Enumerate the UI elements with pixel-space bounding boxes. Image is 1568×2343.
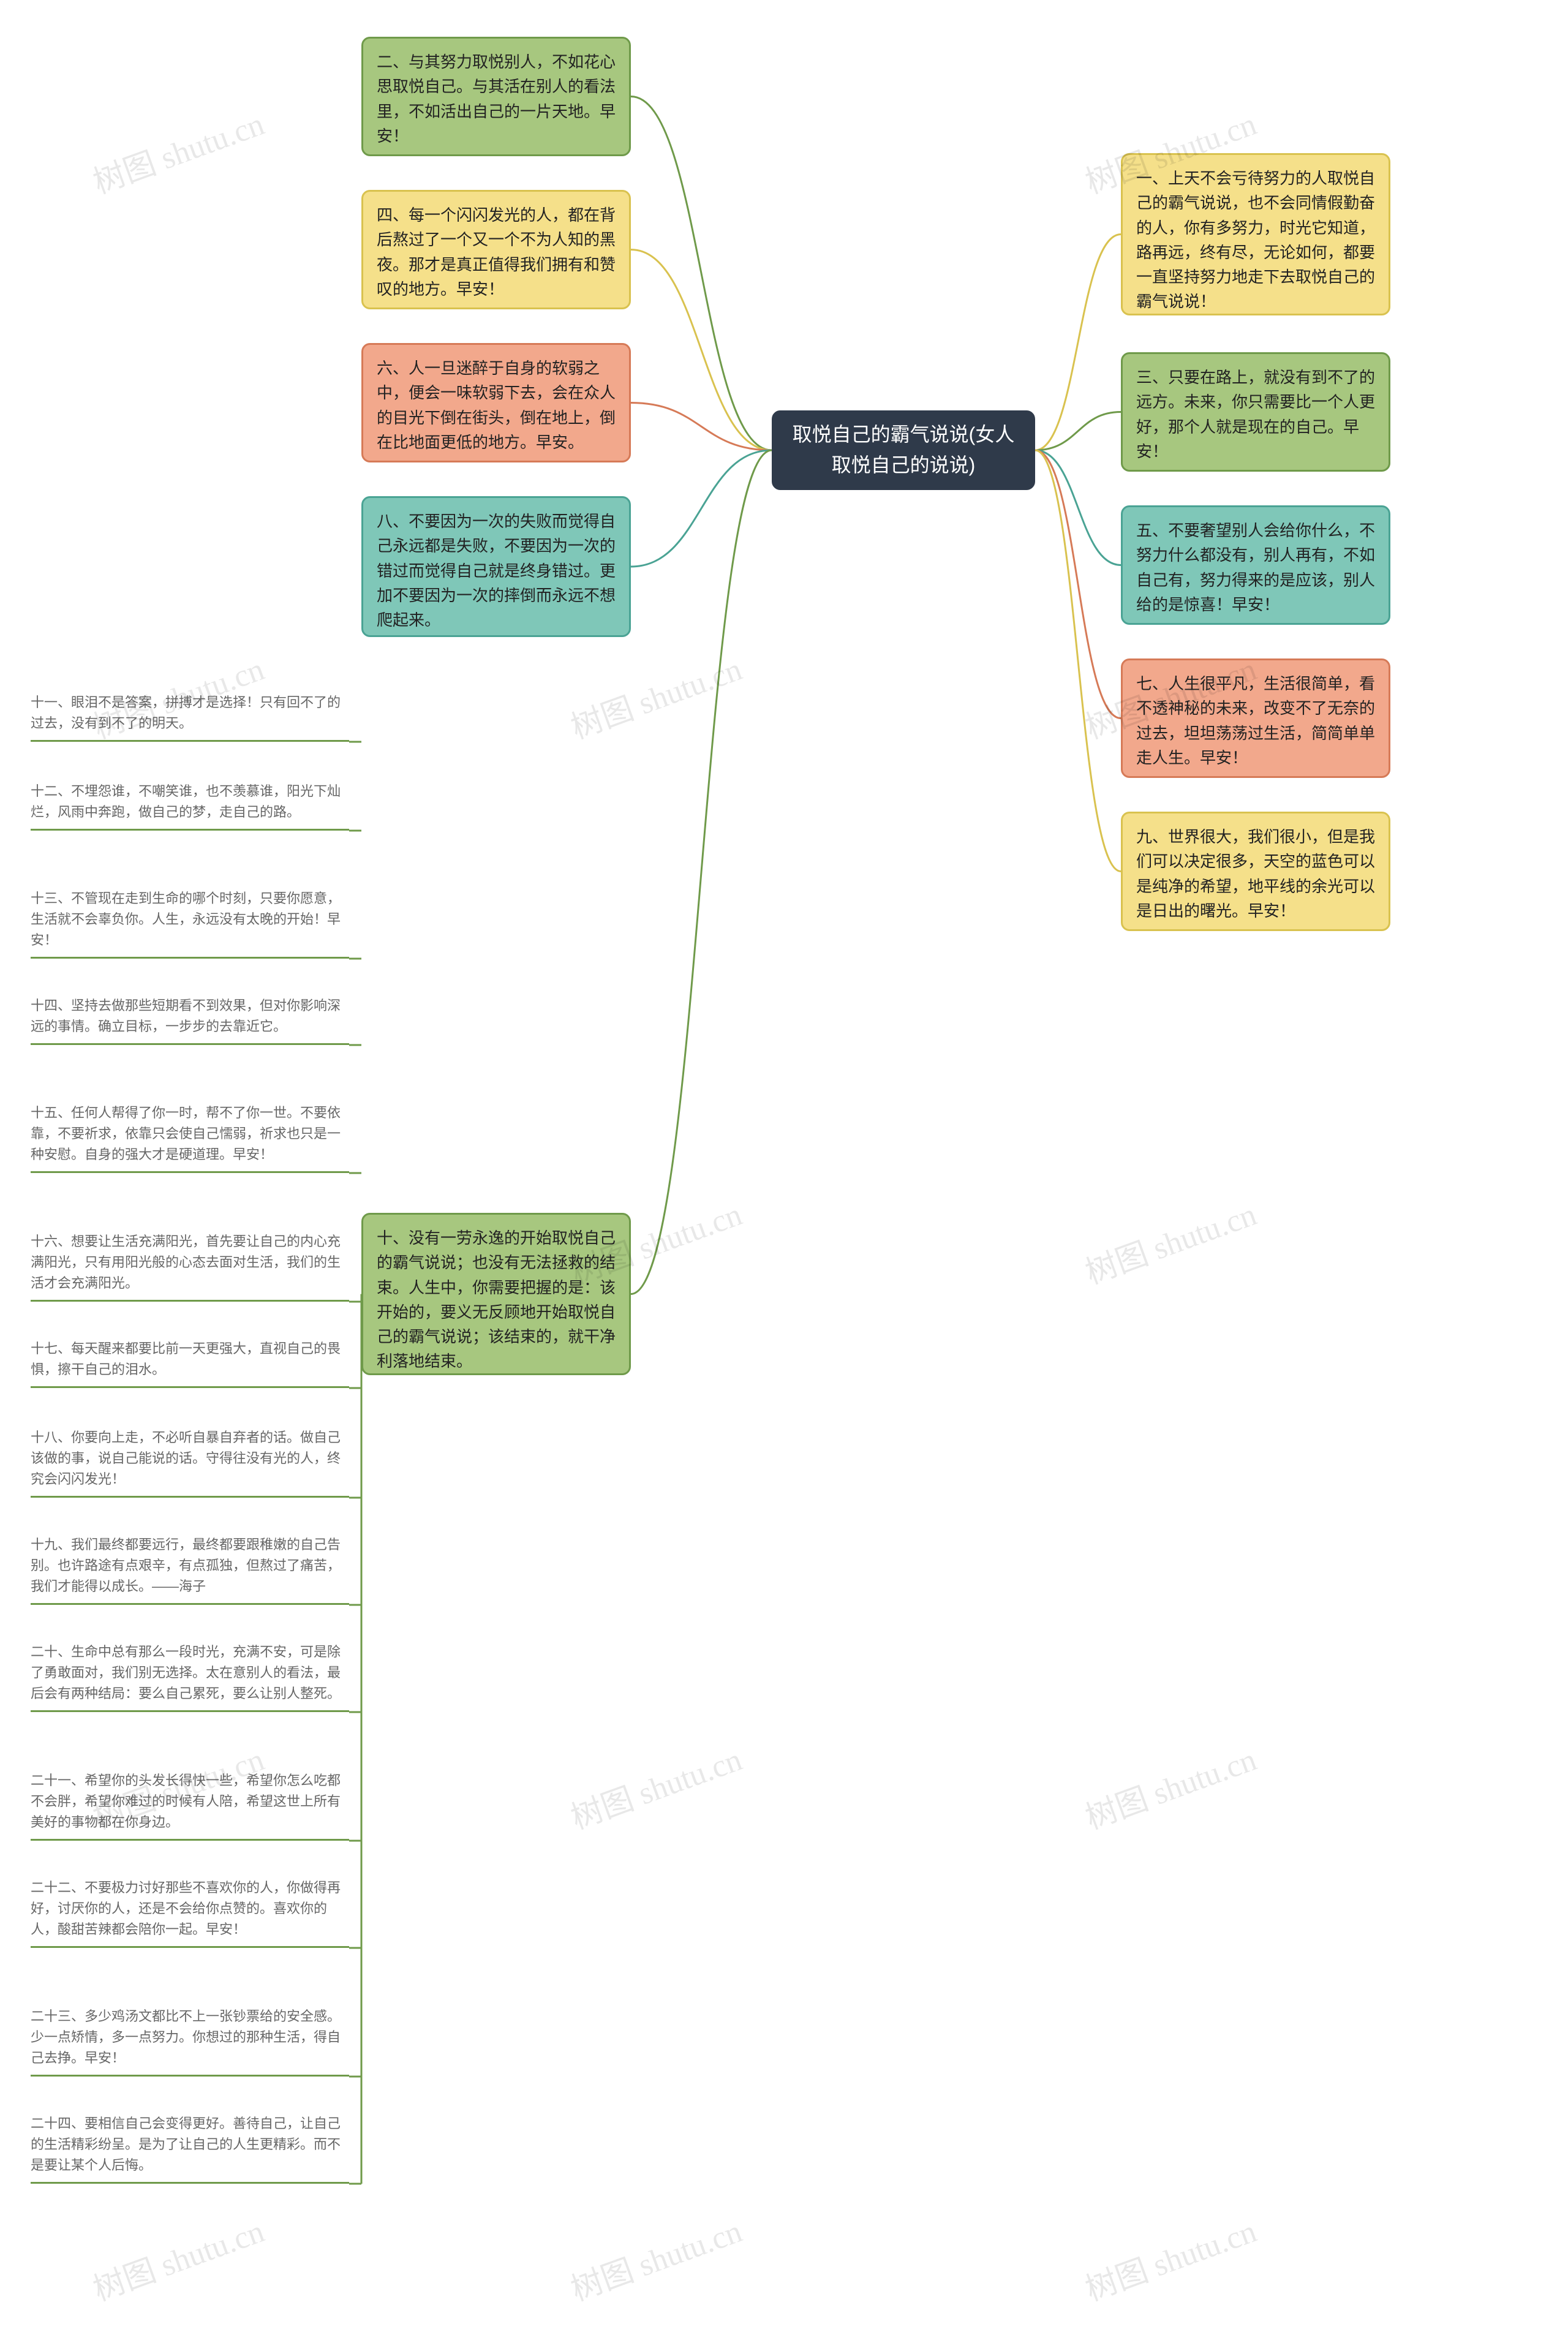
leaf-node: 十二、不埋怨谁，不嘲笑谁，也不羡慕谁，阳光下灿烂，风雨中奔跑，做自己的梦，走自己…: [31, 781, 349, 831]
leaf-node: 二十四、要相信自己会变得更好。善待自己，让自己的生活精彩纷呈。是为了让自己的人生…: [31, 2113, 349, 2184]
watermark: 树图 shutu.cn: [1078, 2205, 1262, 2309]
watermark: 树图 shutu.cn: [86, 2205, 270, 2309]
branch-node: 八、不要因为一次的失败而觉得自己永远都是失败，不要因为一次的错过而觉得自己就是终…: [361, 496, 631, 637]
branch-node: 二、与其努力取悦别人，不如花心思取悦自己。与其活在别人的看法里，不如活出自己的一…: [361, 37, 631, 156]
center-node: 取悦自己的霸气说说(女人取悦自己的说说): [772, 410, 1035, 490]
branch-node: 九、世界很大，我们很小，但是我们可以决定很多，天空的蓝色可以是纯净的希望，地平线…: [1121, 812, 1390, 931]
branch-node: 四、每一个闪闪发光的人，都在背后熬过了一个又一个不为人知的黑夜。那才是真正值得我…: [361, 190, 631, 309]
branch-node: 六、人一旦迷醉于自身的软弱之中，便会一味软弱下去，会在众人的目光下倒在街头，倒在…: [361, 343, 631, 462]
leaf-node: 二十三、多少鸡汤文都比不上一张钞票给的安全感。少一点矫情，多一点努力。你想过的那…: [31, 2006, 349, 2077]
leaf-node: 十八、你要向上走，不必听自暴自弃者的话。做自己该做的事，说自己能说的话。守得往没…: [31, 1427, 349, 1498]
watermark: 树图 shutu.cn: [564, 1734, 747, 1838]
leaf-node: 十三、不管现在走到生命的哪个时刻，只要你愿意，生活就不会辜负你。人生，永远没有太…: [31, 888, 349, 959]
leaf-node: 十四、坚持去做那些短期看不到效果，但对你影响深远的事情。确立目标，一步步的去靠近…: [31, 995, 349, 1045]
branch-node: 一、上天不会亏待努力的人取悦自己的霸气说说，也不会同情假勤奋的人，你有多努力，时…: [1121, 153, 1390, 315]
leaf-node: 二十、生命中总有那么一段时光，充满不安，可是除了勇敢面对，我们别无选择。太在意别…: [31, 1642, 349, 1712]
branch-node: 三、只要在路上，就没有到不了的远方。未来，你只需要比一个人更好，那个人就是现在的…: [1121, 352, 1390, 472]
watermark: 树图 shutu.cn: [86, 98, 270, 202]
watermark: 树图 shutu.cn: [564, 2205, 747, 2309]
watermark: 树图 shutu.cn: [1078, 1734, 1262, 1838]
branch-node: 五、不要奢望别人会给你什么，不努力什么都没有，别人再有，不如自己有，努力得来的是…: [1121, 505, 1390, 625]
leaf-node: 十一、眼泪不是答案，拼搏才是选择！只有回不了的过去，没有到不了的明天。: [31, 692, 349, 742]
leaf-node: 十五、任何人帮得了你一时，帮不了你一世。不要依靠，不要祈求，依靠只会使自己懦弱，…: [31, 1103, 349, 1173]
leaf-node: 十六、想要让生活充满阳光，首先要让自己的内心充满阳光，只有用阳光般的心态去面对生…: [31, 1231, 349, 1302]
leaf-node: 二十一、希望你的头发长得快一些，希望你怎么吃都不会胖，希望你难过的时候有人陪，希…: [31, 1770, 349, 1841]
watermark: 树图 shutu.cn: [564, 643, 747, 747]
leaf-node: 十九、我们最终都要远行，最终都要跟稚嫩的自己告别。也许路途有点艰辛，有点孤独，但…: [31, 1534, 349, 1605]
branch-node: 十、没有一劳永逸的开始取悦自己的霸气说说；也没有无法拯救的结束。人生中，你需要把…: [361, 1213, 631, 1375]
leaf-node: 十七、每天醒来都要比前一天更强大，直视自己的畏惧，擦干自己的泪水。: [31, 1338, 349, 1388]
branch-node: 七、人生很平凡，生活很简单，看不透神秘的未来，改变不了无奈的过去，坦坦荡荡过生活…: [1121, 658, 1390, 778]
watermark: 树图 shutu.cn: [1078, 1188, 1262, 1292]
leaf-node: 二十二、不要极力讨好那些不喜欢你的人，你做得再好，讨厌你的人，还是不会给你点赞的…: [31, 1877, 349, 1948]
